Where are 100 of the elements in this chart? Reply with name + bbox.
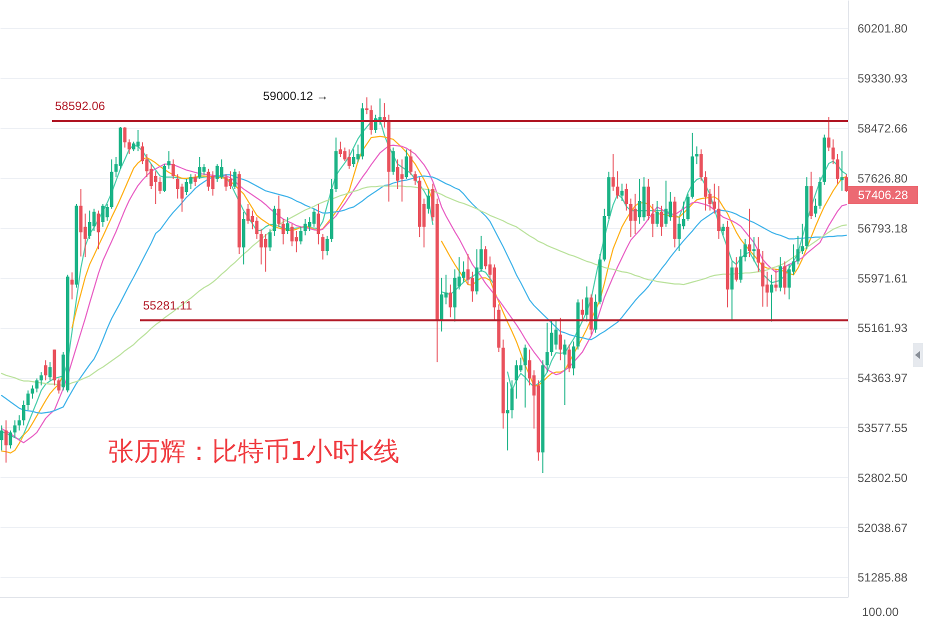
y-tick-label: 53577.55	[858, 420, 908, 435]
candlestick	[704, 170, 708, 212]
candlestick	[365, 96, 368, 115]
candlestick	[818, 176, 822, 210]
candlestick	[572, 340, 576, 376]
candlestick	[132, 141, 136, 152]
annotation: 59000.12 →	[263, 89, 328, 103]
candlestick	[321, 234, 324, 260]
candlestick	[18, 414, 21, 432]
candlestick	[770, 274, 774, 322]
candlestick	[426, 188, 430, 214]
y-tick-label: 55161.93	[858, 321, 908, 336]
y-tick-label: 59330.93	[858, 72, 908, 86]
text: 100.00	[862, 605, 899, 619]
candlestick	[294, 230, 298, 253]
candlestick	[282, 218, 285, 245]
candlestick	[546, 322, 549, 373]
candlestick	[774, 268, 778, 292]
candlestick	[668, 192, 672, 222]
candlestick	[286, 216, 290, 235]
candlestick	[514, 360, 518, 400]
candlestick	[616, 170, 620, 200]
ref-line-label: 55281.11	[143, 298, 192, 312]
candlestick	[612, 154, 615, 192]
candlestick	[796, 235, 800, 265]
candlestick	[312, 208, 316, 228]
candlestick	[558, 317, 562, 361]
candlestick	[554, 319, 558, 350]
candlestick	[158, 176, 162, 194]
candlestick	[352, 148, 356, 168]
candlestick	[198, 156, 202, 180]
candlestick	[167, 150, 170, 170]
y-tick-label: 52038.67	[858, 520, 908, 535]
candlestick	[22, 400, 26, 426]
candlestick	[734, 256, 738, 282]
candlestick	[660, 205, 664, 236]
candlestick	[722, 223, 725, 236]
candlestick	[277, 195, 280, 228]
candlestick	[448, 284, 452, 318]
candlestick	[840, 150, 844, 192]
candlestick	[172, 158, 175, 180]
y-tick-label: 52802.50	[858, 470, 908, 485]
candlestick	[686, 193, 690, 222]
candlestick	[48, 362, 52, 381]
candlestick	[88, 210, 92, 240]
candlestick	[370, 104, 373, 136]
candlestick	[563, 339, 566, 406]
candlestick	[524, 344, 527, 408]
candlestick	[180, 183, 184, 212]
candlestick	[717, 186, 720, 240]
y-tick-label: 51285.88	[858, 570, 908, 585]
candlestick	[70, 272, 74, 300]
y-tick-label: 55971.61	[858, 271, 908, 286]
candlestick	[0, 424, 4, 451]
candlestick	[404, 148, 408, 180]
y-tick-label: 56793.18	[858, 221, 908, 236]
candlestick	[128, 138, 131, 155]
candlestick	[624, 183, 628, 212]
candlestick	[506, 382, 510, 451]
candlestick	[194, 174, 197, 187]
candlestick	[57, 378, 60, 394]
candlestick	[299, 226, 302, 245]
candlestick	[13, 420, 16, 438]
candlestick	[678, 216, 681, 252]
candlestick	[30, 384, 34, 400]
text: 57406.28	[848, 186, 918, 204]
candlestick	[462, 260, 466, 282]
candlestick	[695, 146, 698, 165]
candlestick	[26, 390, 30, 411]
candlestick	[827, 116, 830, 152]
candlestick	[250, 210, 254, 230]
candlestick	[154, 170, 158, 204]
candlestick	[400, 158, 404, 202]
candlestick	[184, 178, 188, 196]
y-tick-label: 54363.97	[858, 371, 908, 386]
candlestick	[233, 168, 236, 190]
candlestick	[568, 344, 571, 373]
candlestick	[730, 260, 734, 320]
candlestick	[470, 271, 474, 302]
candlestick	[264, 234, 268, 272]
candlestick	[189, 174, 192, 190]
candlestick	[832, 138, 835, 165]
candlestick	[664, 180, 668, 228]
candlestick	[255, 216, 258, 240]
candlestick	[268, 228, 272, 252]
y-tick-label: 57626.80	[858, 171, 908, 186]
text: 张历辉：比特币1小时k线	[108, 436, 400, 469]
candlestick	[8, 430, 12, 449]
candlestick	[756, 236, 760, 272]
candlestick	[836, 154, 840, 184]
candlestick	[44, 360, 48, 381]
candlestick	[656, 200, 659, 228]
candlestick	[409, 148, 412, 176]
y-tick-label: 60201.80	[858, 22, 908, 36]
candlestick	[778, 256, 782, 292]
candlestick	[414, 170, 417, 186]
y-tick-label: 58472.66	[858, 122, 908, 136]
candlestick	[246, 204, 250, 224]
candlestick	[783, 260, 786, 295]
candlestick	[316, 204, 320, 245]
